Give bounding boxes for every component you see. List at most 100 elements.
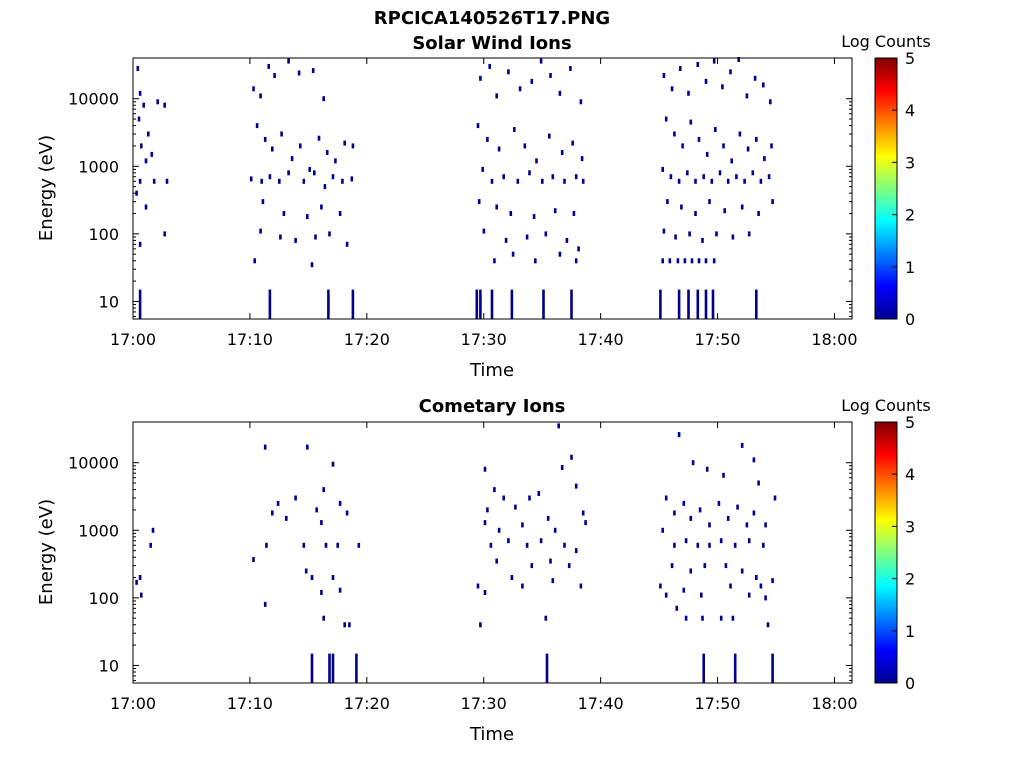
count-pixel — [313, 170, 316, 176]
count-pixel — [565, 237, 569, 243]
count-pixel — [287, 58, 290, 64]
count-pixel — [757, 480, 760, 486]
count-pixel — [584, 520, 587, 526]
count-pixel — [545, 653, 549, 683]
count-pixel — [539, 538, 543, 544]
count-pixel — [290, 156, 294, 162]
x-axis-label: Time — [469, 724, 514, 745]
count-pixel — [490, 289, 494, 319]
y-axis-label: Energy (eV) — [36, 135, 57, 241]
count-pixel — [138, 241, 142, 247]
count-pixel — [507, 538, 510, 544]
count-pixel — [740, 204, 744, 210]
count-pixel — [263, 444, 267, 450]
count-pixel — [722, 143, 725, 149]
count-pixel — [708, 199, 711, 205]
plot-frame — [132, 421, 853, 684]
colorbar-ticks: 0 1 2 3 4 5 — [892, 413, 915, 693]
panel-title: Cometary Ions — [419, 396, 566, 417]
count-pixel — [689, 568, 693, 574]
count-pixel — [553, 527, 557, 533]
count-pixel — [563, 178, 566, 184]
count-pixel — [528, 495, 531, 501]
count-pixel — [351, 289, 355, 319]
colorbar-label: Log Counts — [841, 396, 931, 415]
count-pixel — [684, 538, 688, 544]
count-pixel — [495, 204, 498, 210]
count-pixel — [708, 522, 711, 528]
count-pixel — [322, 96, 325, 102]
count-pixel — [708, 542, 711, 548]
count-pixel — [541, 178, 544, 184]
count-pixel — [271, 510, 274, 516]
count-pixel — [163, 102, 166, 108]
count-pixel — [150, 151, 154, 157]
count-pixel — [483, 466, 487, 472]
count-pixel — [682, 587, 686, 593]
count-pixel — [722, 472, 725, 478]
count-pixel — [345, 510, 349, 516]
x-axis-label: Time — [469, 360, 514, 381]
count-pixel — [493, 258, 496, 264]
count-pixel — [510, 289, 514, 319]
count-pixel — [497, 527, 501, 533]
count-pixel — [261, 199, 265, 205]
count-pixel — [666, 199, 669, 205]
count-pixel — [523, 143, 527, 149]
count-pixel — [715, 231, 718, 237]
count-pixel — [302, 542, 306, 548]
count-pixel — [674, 234, 677, 240]
count-pixel — [542, 289, 545, 319]
count-pixel — [327, 289, 330, 319]
count-pixel — [574, 258, 578, 264]
y-axis-label: Energy (eV) — [36, 499, 57, 605]
x-tick-label: 17:20 — [344, 694, 390, 713]
count-pixel — [681, 143, 684, 149]
count-pixel — [331, 461, 335, 467]
count-pixel — [740, 568, 744, 574]
count-pixel — [490, 178, 494, 184]
count-pixel — [276, 500, 280, 506]
colorbar-tick-label: 5 — [905, 413, 915, 432]
count-pixel — [544, 231, 548, 237]
count-pixel — [677, 289, 681, 319]
count-pixel — [696, 542, 700, 548]
count-pixel — [766, 622, 770, 628]
count-pixel — [680, 204, 683, 210]
count-pixel — [664, 592, 668, 598]
count-pixel — [497, 146, 501, 152]
count-pixel — [688, 231, 691, 237]
count-pixel — [479, 289, 482, 319]
count-pixel — [282, 211, 286, 216]
count-pixel — [260, 178, 263, 184]
count-pixel — [138, 90, 142, 96]
count-pixel — [355, 653, 358, 683]
y-tick-label: 1000 — [78, 521, 119, 540]
count-pixel — [546, 515, 550, 521]
count-pixel — [495, 93, 498, 99]
count-pixel — [310, 575, 314, 580]
count-pixel — [252, 86, 255, 92]
count-pixel — [280, 131, 283, 137]
count-pixel — [676, 258, 680, 264]
count-pixel — [320, 204, 323, 210]
count-pixel — [320, 590, 323, 595]
count-pixel — [252, 557, 255, 562]
x-tick-label: 17:40 — [578, 330, 624, 349]
count-pixel — [302, 178, 306, 184]
count-pixel — [769, 99, 772, 105]
count-pixel — [570, 289, 573, 319]
count-pixel — [574, 483, 578, 489]
count-pixel — [476, 583, 480, 589]
count-pixel — [511, 251, 515, 257]
x-tick-label: 17:00 — [110, 694, 156, 713]
y-tick-label: 10000 — [68, 454, 119, 473]
count-pixel — [745, 522, 749, 528]
count-pixel — [483, 590, 487, 595]
count-pixel — [135, 579, 138, 585]
count-pixel — [726, 515, 730, 521]
count-pixel — [705, 466, 709, 472]
count-pixel — [263, 136, 267, 142]
count-pixel — [712, 258, 716, 264]
